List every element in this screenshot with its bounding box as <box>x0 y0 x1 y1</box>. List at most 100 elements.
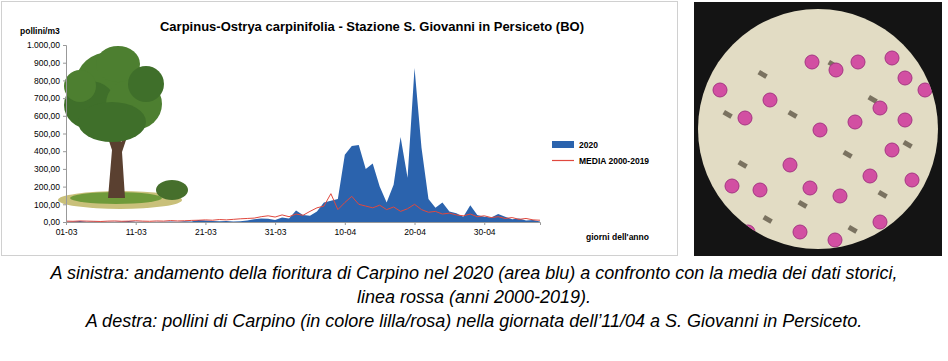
y-tick-label: 100,00 <box>34 200 60 210</box>
legend-label: 2020 <box>579 140 598 150</box>
chart-panel <box>2 2 678 256</box>
legend-swatch <box>552 160 574 161</box>
y-axis: 0,00 100,00 200,00 300,00 400,00 500,00 600,00… <box>27 40 67 227</box>
line-series <box>66 194 540 222</box>
plot-area <box>66 68 540 222</box>
pollen-grain <box>828 233 842 247</box>
pollen-grain <box>833 189 847 203</box>
x-axis-line <box>67 223 541 226</box>
y-tick-label: 1.000,00 <box>27 40 60 50</box>
pollen-grain <box>813 123 827 137</box>
y-tick-label: 900,00 <box>34 58 60 68</box>
pollen-grain <box>713 83 727 97</box>
x-tick-mark <box>66 222 67 225</box>
debris <box>723 110 733 119</box>
photo-frame <box>694 2 942 256</box>
legend: 2020 MEDIA 2000-2019 <box>552 140 649 166</box>
pollen-grain <box>783 158 797 172</box>
legend-label: MEDIA 2000-2019 <box>579 156 649 166</box>
y-tick: 200,00 <box>34 182 66 192</box>
debris <box>798 200 808 209</box>
y-tick: 1.000,00 <box>27 40 66 50</box>
pollen-grain <box>829 63 843 77</box>
pollen-grain <box>738 111 752 125</box>
bush <box>156 180 188 200</box>
x-tick: 11-03 <box>126 222 147 237</box>
debris <box>758 70 768 79</box>
canopy <box>64 70 96 102</box>
y-tick: 600,00 <box>34 111 66 121</box>
pollen-grain <box>885 143 899 157</box>
tree-illustration <box>58 46 188 209</box>
y-tick-mark <box>63 80 66 81</box>
pollen-grain <box>848 115 862 129</box>
x-tick-label: 30-04 <box>474 227 496 237</box>
pollen-grain <box>851 55 865 69</box>
y-tick-label: 800,00 <box>34 76 60 86</box>
debris <box>878 190 888 199</box>
chart-title: Carpinus-Ostrya carpinifolia - Stazione … <box>160 19 584 34</box>
pollen-grain <box>763 93 777 107</box>
x-tick-label: 31-03 <box>265 227 287 237</box>
legend-swatch <box>552 141 574 148</box>
x-tick-mark <box>275 222 276 225</box>
x-tick: 31-03 <box>265 222 287 237</box>
pollen-grain <box>741 225 755 239</box>
x-tick-mark <box>345 222 346 225</box>
pollen-grain <box>725 179 739 193</box>
y-tick-label: 700,00 <box>34 93 60 103</box>
y-tick: 800,00 <box>34 76 66 86</box>
x-tick-label: 11-03 <box>126 227 147 237</box>
pollen-grain <box>793 225 807 239</box>
pollen-grain <box>873 215 887 229</box>
debris <box>738 160 748 169</box>
y-tick: 0,00 <box>43 217 66 227</box>
y-tick-label: 500,00 <box>34 129 60 139</box>
pollen-grain <box>898 113 912 127</box>
canopy <box>128 66 164 102</box>
x-tick-mark <box>205 222 206 225</box>
y-tick: 700,00 <box>34 93 66 103</box>
pollen-grain <box>803 181 817 195</box>
y-tick-mark <box>63 222 66 223</box>
caption-line: A destra: pollini di Carpino (in colore … <box>50 309 898 333</box>
pollen-grain <box>753 183 767 197</box>
debris <box>843 150 853 159</box>
pollen-grain <box>873 101 887 115</box>
photo-field <box>698 9 938 249</box>
debris <box>763 215 773 224</box>
x-tick: 30-04 <box>474 222 496 237</box>
y-tick-mark <box>63 204 66 205</box>
pollen-grain <box>805 55 819 69</box>
x-tick-mark <box>484 222 485 225</box>
canopy <box>78 102 146 142</box>
y-tick-mark <box>63 169 66 170</box>
y-tick-mark <box>63 98 66 99</box>
y-tick-mark <box>63 45 66 46</box>
debris <box>903 140 913 149</box>
pollen-grain <box>918 83 932 97</box>
x-axis-title: giorni dell'anno <box>586 232 649 242</box>
x-tick: 10-04 <box>334 222 356 237</box>
y-tick: 100,00 <box>34 200 66 210</box>
x-tick-label: 01-03 <box>56 227 78 237</box>
y-tick-mark <box>63 151 66 152</box>
pollen-grain <box>905 173 919 187</box>
y-tick-label: 200,00 <box>34 182 60 192</box>
debris <box>848 225 858 234</box>
caption-line: A sinistra: andamento della fioritura di… <box>50 261 898 309</box>
caption: A sinistra: andamento della fioritura di… <box>0 261 948 333</box>
pollen-grain <box>885 51 899 65</box>
y-axis-line <box>63 46 67 223</box>
x-tick: 01-03 <box>56 222 78 237</box>
y-tick-label: 400,00 <box>34 146 60 156</box>
y-tick-label: 300,00 <box>34 164 60 174</box>
y-tick: 900,00 <box>34 58 66 68</box>
y-axis-title: pollini/m3 <box>20 26 60 36</box>
x-tick: 21-03 <box>195 222 217 237</box>
area-series <box>66 68 540 222</box>
x-tick-mark <box>136 222 137 225</box>
x-axis: 01-0311-0321-0331-0310-0420-0430-04 <box>56 222 541 237</box>
x-tick-mark <box>415 222 416 225</box>
y-tick-mark <box>63 63 66 64</box>
